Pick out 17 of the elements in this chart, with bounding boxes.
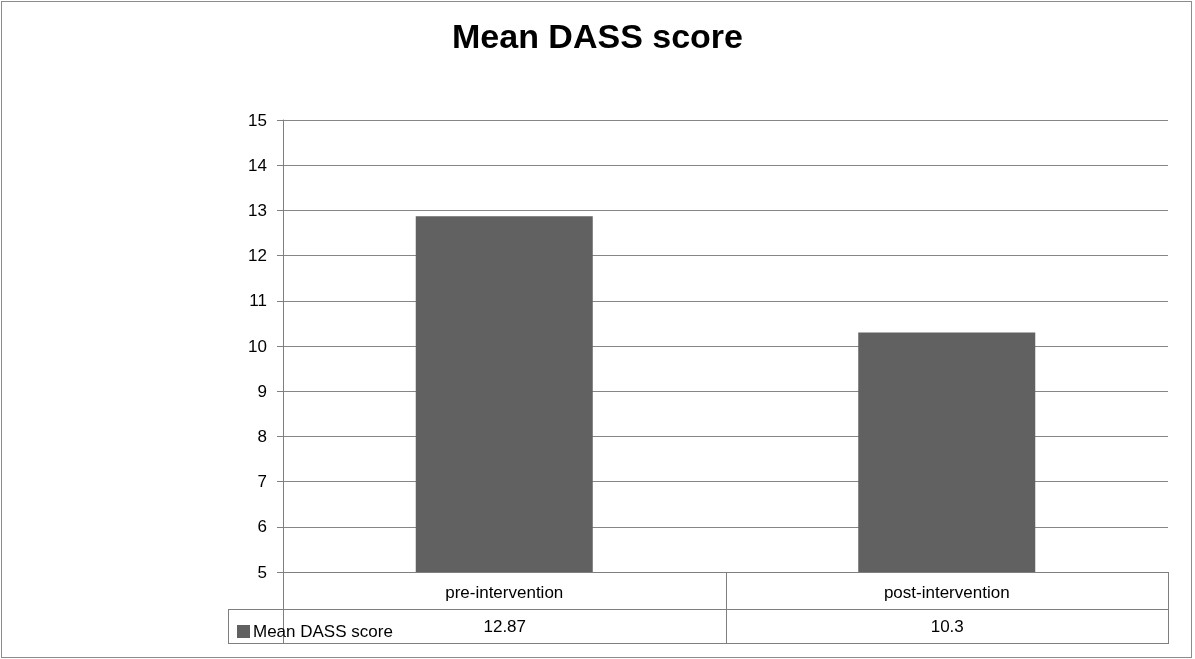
y-tick-label: 13: [248, 200, 267, 220]
y-tick-label: 15: [248, 110, 267, 130]
y-tick-label: 10: [248, 336, 267, 356]
data-label: 12.87: [483, 616, 527, 636]
y-tick-label: 12: [248, 246, 267, 266]
x-tick-label: post-intervention: [883, 583, 1010, 602]
y-tick-label: 9: [257, 381, 267, 401]
x-tick-label: pre-intervention: [445, 583, 564, 602]
y-tick-label: 7: [257, 472, 267, 492]
y-tick-label: 11: [249, 291, 267, 311]
y-tick-label: 5: [257, 562, 267, 582]
y-tick-label: 14: [248, 155, 267, 175]
legend-label: Mean DASS score: [253, 622, 393, 641]
y-tick-label: 8: [257, 426, 267, 446]
chart-title: Mean DASS score: [452, 17, 743, 55]
data-label: 10.3: [725, 609, 1169, 644]
y-tick-label: 6: [257, 517, 267, 537]
